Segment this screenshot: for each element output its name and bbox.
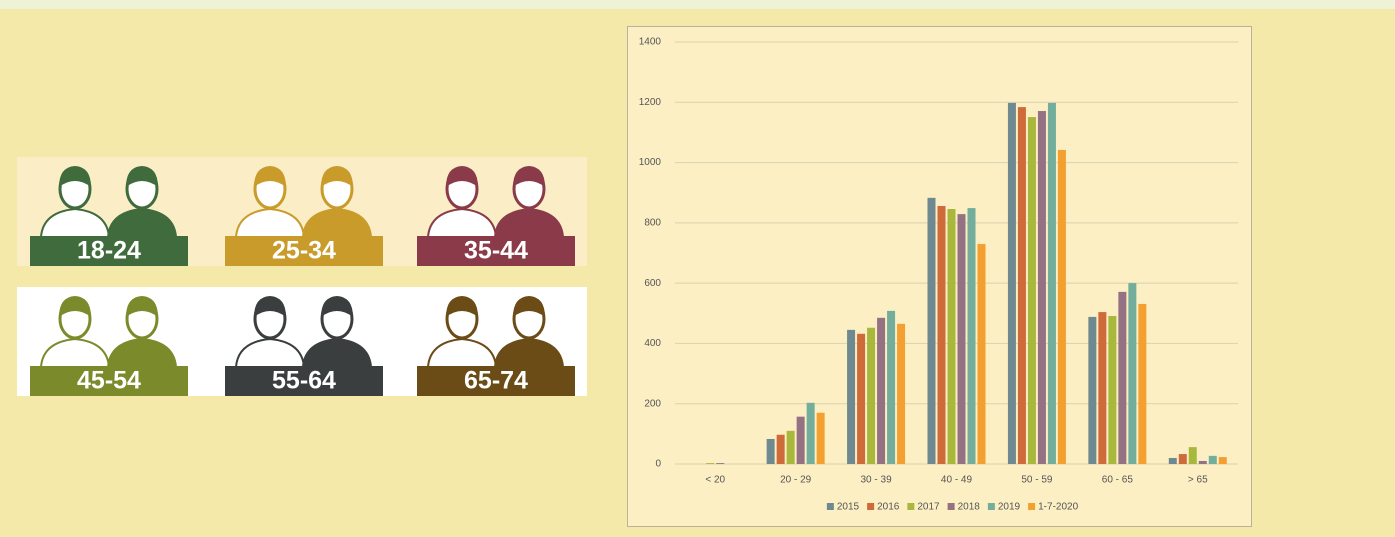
bar (1098, 312, 1106, 464)
legend-label: 2017 (917, 502, 940, 513)
y-tick-label: 600 (644, 278, 661, 289)
bar (807, 403, 815, 464)
x-tick-label: 20 - 29 (780, 475, 812, 486)
legend-swatch (1028, 503, 1035, 510)
bar (958, 214, 966, 464)
bar (817, 413, 825, 464)
bar (1209, 456, 1217, 464)
y-tick-label: 1400 (639, 37, 662, 48)
legend-label: 2016 (877, 502, 900, 513)
bar (787, 431, 795, 464)
legend-swatch (988, 503, 995, 510)
bar (877, 318, 885, 464)
y-tick-label: 200 (644, 398, 661, 409)
bar (968, 208, 976, 464)
y-tick-label: 400 (644, 338, 661, 349)
bar (1199, 461, 1207, 464)
bar (1088, 317, 1096, 464)
bar (948, 209, 956, 464)
top-strip (0, 0, 1395, 9)
bar (1189, 447, 1197, 464)
bar (706, 463, 714, 464)
bar (1118, 292, 1126, 464)
bar (1008, 103, 1016, 464)
bar (777, 435, 785, 464)
legend-label: 1-7-2020 (1038, 502, 1078, 513)
bar (767, 439, 775, 464)
age-label: 55-64 (272, 367, 336, 395)
bar (1179, 454, 1187, 464)
bar (1018, 107, 1026, 464)
x-tick-label: 60 - 65 (1102, 475, 1134, 486)
bar (887, 311, 895, 464)
x-tick-label: > 65 (1188, 475, 1208, 486)
bar (847, 330, 855, 464)
legend-label: 2018 (958, 502, 981, 513)
y-tick-label: 0 (655, 459, 661, 470)
bar (716, 463, 724, 464)
bar (1038, 111, 1046, 464)
bar (978, 244, 986, 464)
bar (867, 328, 875, 464)
bar (1128, 283, 1136, 464)
x-tick-label: 50 - 59 (1021, 475, 1053, 486)
x-tick-label: < 20 (705, 475, 725, 486)
age-label: 45-54 (77, 367, 141, 395)
legend-label: 2015 (837, 502, 860, 513)
age-label: 18-24 (77, 237, 141, 265)
legend-label: 2019 (998, 502, 1021, 513)
bar (1058, 150, 1066, 464)
y-tick-label: 1200 (639, 97, 662, 108)
screen: 18-24 25-34 35-44 45-54 55-64 65-74 0 200 400 600… (0, 0, 1395, 537)
bar (797, 417, 805, 464)
bar (938, 206, 946, 464)
x-tick-label: 40 - 49 (941, 475, 973, 486)
bar (1219, 457, 1227, 464)
legend-swatch (867, 503, 874, 510)
bar (857, 334, 865, 464)
y-tick-label: 1000 (639, 157, 662, 168)
bar (1048, 103, 1056, 464)
bar (1138, 304, 1146, 464)
bar (1028, 117, 1036, 464)
x-tick-label: 30 - 39 (861, 475, 893, 486)
age-label: 25-34 (272, 237, 336, 265)
legend-swatch (948, 503, 955, 510)
bar (1108, 316, 1116, 464)
bar (897, 324, 905, 464)
bar (1169, 458, 1177, 464)
age-label: 35-44 (464, 237, 528, 265)
legend-swatch (907, 503, 914, 510)
bar (928, 198, 936, 464)
age-label: 65-74 (464, 367, 528, 395)
legend-swatch (827, 503, 834, 510)
y-tick-label: 800 (644, 217, 661, 228)
